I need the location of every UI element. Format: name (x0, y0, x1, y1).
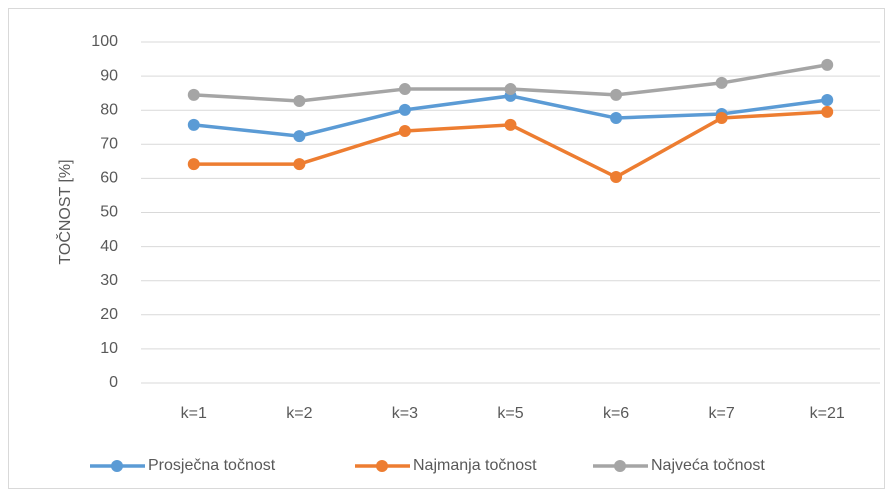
y-tick-label: 40 (100, 238, 118, 255)
x-tick-label: k=21 (810, 405, 845, 422)
y-tick-label: 80 (100, 101, 118, 118)
data-point (187, 158, 200, 171)
data-point (821, 58, 834, 71)
y-tick-label: 10 (100, 340, 118, 357)
data-point (504, 118, 517, 131)
data-point (398, 125, 411, 138)
data-point (610, 112, 623, 125)
legend-marker (614, 460, 626, 472)
y-tick-label: 50 (100, 204, 118, 221)
data-point (715, 76, 728, 89)
y-tick-label: 60 (100, 170, 118, 187)
data-point (504, 83, 517, 96)
data-point (821, 105, 834, 118)
y-tick-label: 100 (91, 33, 118, 50)
legend-label: Najmanja točnost (413, 457, 537, 474)
x-tick-label: k=6 (603, 405, 629, 422)
x-tick-label: k=3 (392, 405, 418, 422)
y-tick-label: 0 (109, 374, 118, 391)
y-axis-label: TOČNOST [%] (55, 159, 74, 264)
chart-border (8, 8, 885, 489)
data-point (293, 158, 306, 171)
legend-marker (376, 460, 388, 472)
y-tick-label: 70 (100, 136, 118, 153)
y-tick-label: 30 (100, 272, 118, 289)
data-point (293, 130, 306, 143)
data-point (293, 94, 306, 107)
data-point (187, 88, 200, 101)
data-point (610, 171, 623, 184)
data-point (715, 112, 728, 125)
data-point (821, 93, 834, 106)
x-tick-label: k=2 (286, 405, 312, 422)
legend-label: Najveća točnost (651, 457, 765, 474)
legend-marker (111, 460, 123, 472)
legend-label: Prosječna točnost (148, 457, 276, 474)
y-tick-label: 90 (100, 67, 118, 84)
data-point (187, 118, 200, 131)
y-tick-label: 20 (100, 306, 118, 323)
data-point (398, 103, 411, 116)
x-tick-label: k=7 (709, 405, 735, 422)
data-point (398, 83, 411, 96)
x-tick-label: k=1 (181, 405, 207, 422)
x-tick-label: k=5 (497, 405, 523, 422)
data-point (610, 88, 623, 101)
